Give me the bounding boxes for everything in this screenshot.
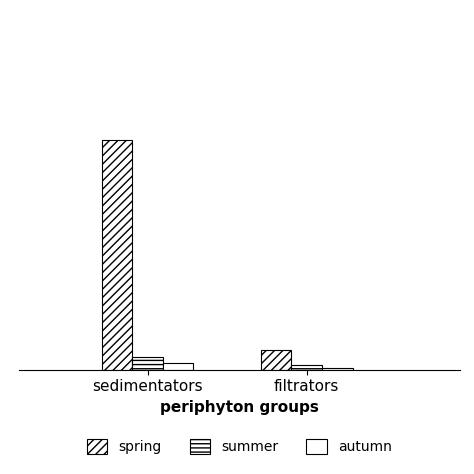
- Bar: [0, 357, 10, 370]
- Bar: [292, 365, 322, 370]
- Bar: [322, 367, 353, 370]
- Bar: [163, 363, 193, 370]
- X-axis label: periphyton groups: periphyton groups: [160, 400, 319, 415]
- Bar: [261, 350, 292, 370]
- Bar: [101, 140, 132, 370]
- Legend: spring, summer, autumn: spring, summer, autumn: [81, 434, 398, 460]
- Bar: [132, 357, 163, 370]
